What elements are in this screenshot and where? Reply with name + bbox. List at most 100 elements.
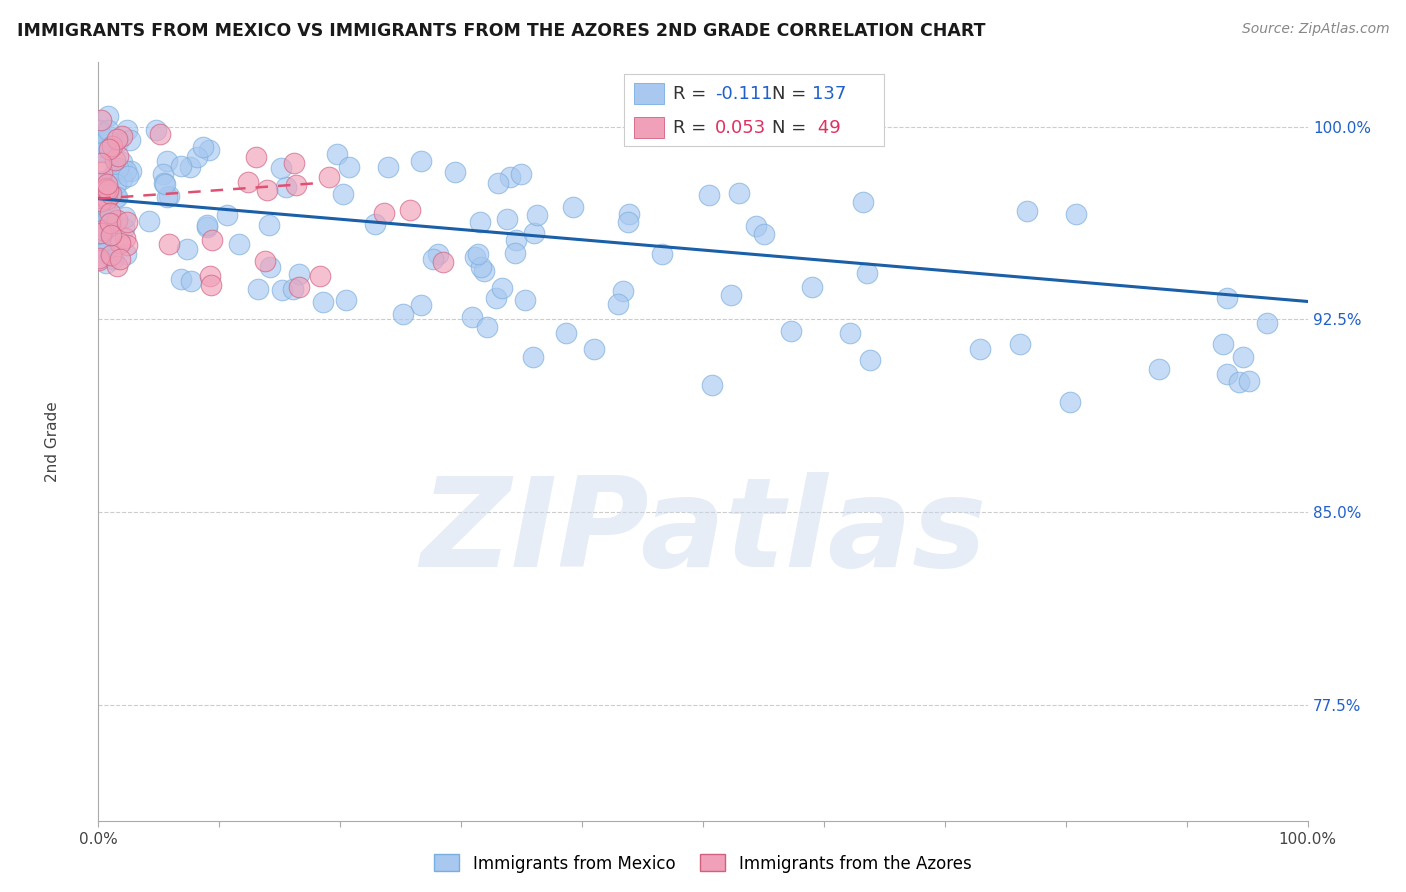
Point [96, 232, 118, 246]
Point [107, 135, 129, 149]
Point [312, 294, 335, 309]
Point [101, 138, 124, 153]
Point [89, 223, 111, 237]
Point [100, 130, 122, 145]
Point [285, 178, 308, 193]
Point [510, 167, 533, 181]
Point [526, 208, 548, 222]
Point [470, 260, 492, 274]
Point [464, 250, 486, 264]
Point [90, 175, 112, 189]
Point [1232, 350, 1254, 364]
Point [91, 140, 114, 154]
Point [138, 214, 160, 228]
Point [332, 186, 354, 201]
Point [472, 264, 495, 278]
FancyBboxPatch shape [634, 83, 664, 104]
Point [96, 213, 118, 227]
Point [179, 160, 201, 174]
Text: Source: ZipAtlas.com: Source: ZipAtlas.com [1241, 22, 1389, 37]
Point [111, 155, 134, 169]
Point [91, 145, 114, 159]
Point [411, 153, 433, 168]
Point [176, 243, 198, 257]
Point [612, 284, 634, 298]
Point [195, 219, 218, 233]
Point [89, 253, 111, 268]
Point [153, 177, 176, 191]
Point [1008, 336, 1031, 351]
Point [117, 169, 139, 183]
Point [801, 280, 824, 294]
Point [780, 324, 803, 338]
Point [335, 293, 357, 307]
Text: 2nd Grade: 2nd Grade [45, 401, 60, 482]
Point [90, 113, 112, 128]
Point [499, 169, 522, 184]
Point [468, 215, 491, 229]
Point [87, 216, 110, 230]
Point [969, 342, 991, 356]
Point [115, 123, 138, 137]
Point [96, 181, 118, 195]
Text: 49: 49 [811, 119, 841, 136]
Point [444, 164, 467, 178]
Point [91, 182, 114, 196]
Text: IMMIGRANTS FROM MEXICO VS IMMIGRANTS FROM THE AZORES 2ND GRADE CORRELATION CHART: IMMIGRANTS FROM MEXICO VS IMMIGRANTS FRO… [17, 22, 986, 40]
Point [488, 176, 510, 190]
Point [101, 213, 124, 227]
Point [253, 253, 276, 268]
Point [96, 192, 118, 206]
Point [522, 350, 544, 364]
Point [271, 283, 294, 297]
Point [157, 237, 180, 252]
Point [617, 207, 640, 221]
FancyBboxPatch shape [634, 117, 664, 138]
Point [505, 233, 527, 247]
Point [108, 235, 131, 250]
Point [115, 164, 138, 178]
Point [477, 320, 499, 334]
Point [100, 228, 122, 243]
Text: N =: N = [772, 85, 811, 103]
Point [90, 194, 112, 208]
Point [97, 109, 120, 123]
Point [274, 179, 297, 194]
Point [111, 128, 134, 143]
Point [422, 252, 444, 267]
Point [94, 144, 117, 158]
Point [491, 281, 513, 295]
Point [555, 326, 578, 340]
Point [364, 217, 387, 231]
Point [198, 268, 221, 283]
Point [745, 219, 768, 233]
Point [427, 247, 450, 261]
Point [1147, 362, 1170, 376]
Point [839, 326, 862, 340]
Point [318, 170, 340, 185]
Text: ZIPatlas: ZIPatlas [420, 472, 986, 593]
Point [91, 165, 114, 179]
Point [288, 280, 311, 294]
Text: N =: N = [772, 119, 811, 136]
Point [697, 188, 720, 202]
Point [245, 150, 267, 164]
Point [467, 247, 489, 261]
Point [195, 219, 218, 234]
Point [112, 221, 135, 235]
Point [105, 212, 128, 227]
Point [513, 293, 536, 307]
Point [149, 127, 172, 141]
Point [96, 132, 118, 146]
Point [98, 216, 121, 230]
Point [1015, 204, 1038, 219]
Point [201, 233, 224, 247]
Text: R =: R = [672, 85, 711, 103]
Point [98, 206, 121, 220]
Point [259, 260, 281, 274]
Text: 137: 137 [811, 85, 846, 103]
Point [582, 343, 605, 357]
Point [727, 186, 749, 201]
Point [270, 161, 292, 176]
Point [90, 155, 112, 169]
